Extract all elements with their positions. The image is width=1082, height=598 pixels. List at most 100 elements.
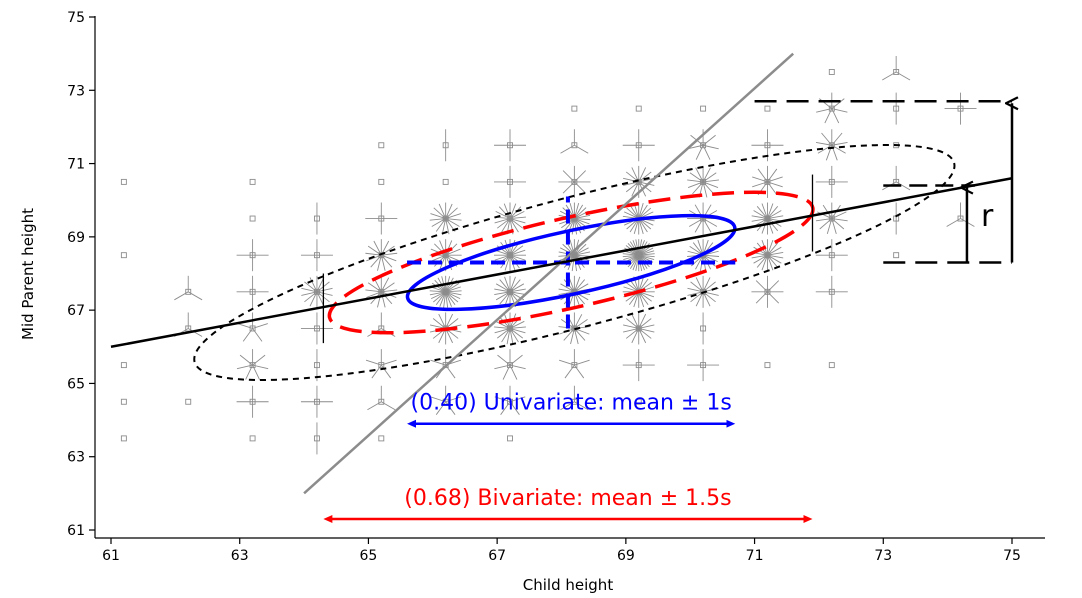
sunflower-petal xyxy=(629,204,640,219)
sunflower-petal xyxy=(509,364,518,380)
sunflower-petal xyxy=(623,254,639,260)
point-marker xyxy=(249,435,256,442)
sunflower-petal xyxy=(767,218,779,232)
sunflower-petal xyxy=(496,328,511,339)
sunflower-petal xyxy=(509,249,526,256)
sunflower-petal xyxy=(767,254,784,259)
sunflower-petal xyxy=(831,142,848,146)
sunflower-petal xyxy=(430,396,446,403)
sunflower-petal xyxy=(366,254,382,262)
sunflower-point xyxy=(430,385,462,415)
sunflower-petal xyxy=(494,364,511,370)
sunflower-point xyxy=(378,435,385,442)
sunflower-point xyxy=(365,349,397,379)
sunflower-petal xyxy=(574,144,589,154)
sunflower-petal xyxy=(377,255,382,271)
sunflower-petal xyxy=(574,170,587,183)
sunflower-petal xyxy=(443,291,447,308)
sunflower-petal xyxy=(431,218,446,227)
sunflower-petal xyxy=(509,211,525,219)
sunflower-petal xyxy=(831,144,846,154)
sunflower-petal xyxy=(365,252,382,256)
sunflower-point xyxy=(429,275,462,308)
sunflower-petal xyxy=(702,145,711,160)
sunflower-petal xyxy=(309,277,318,293)
sunflower-point xyxy=(378,178,385,185)
sunflower-petal xyxy=(767,291,780,304)
sunflower-petal xyxy=(371,364,382,379)
point-marker xyxy=(635,105,642,112)
sunflower-petal xyxy=(631,328,640,344)
sunflower-petal xyxy=(252,323,268,329)
sunflower-point xyxy=(378,142,385,149)
sunflower-petal xyxy=(751,254,768,259)
sunflower-petal xyxy=(626,207,640,219)
point-marker xyxy=(120,435,127,442)
sunflower-petal xyxy=(623,181,639,186)
sunflower-petal xyxy=(573,218,577,235)
sunflower-petal xyxy=(316,277,325,293)
sunflower-point xyxy=(623,312,655,345)
sunflower-petal xyxy=(695,291,704,307)
sunflower-petal xyxy=(831,211,847,219)
sunflower-petal xyxy=(573,218,582,234)
sunflower-petal xyxy=(445,313,454,329)
sunflower-petal xyxy=(767,242,779,256)
sunflower-point xyxy=(494,385,526,415)
sunflower-petal xyxy=(174,291,189,301)
sunflower-point xyxy=(815,202,848,235)
sunflower-petal xyxy=(625,181,640,193)
sunflower-petal xyxy=(702,172,717,183)
x-tick-label: 61 xyxy=(102,548,120,564)
sunflower-petal xyxy=(381,359,397,366)
sunflower-point xyxy=(751,129,784,162)
sunflower-petal xyxy=(755,280,768,293)
y-tick-label: 65 xyxy=(67,376,85,392)
sunflower-petal xyxy=(494,291,511,296)
sunflower-point xyxy=(249,178,256,185)
sunflower-petal xyxy=(509,216,526,219)
sunflower-petal xyxy=(627,254,640,268)
sunflower-point xyxy=(751,239,784,272)
sunflower-petal xyxy=(373,240,382,256)
sunflower-petal xyxy=(702,254,718,263)
sunflower-petal xyxy=(628,291,640,306)
sunflower-petal xyxy=(767,254,779,268)
sunflower-petal xyxy=(509,245,524,256)
sunflower-petal xyxy=(819,218,833,230)
sunflower-petal xyxy=(895,181,911,191)
sunflower-petal xyxy=(445,291,452,307)
sunflower-petal xyxy=(767,246,782,256)
sunflower-petal xyxy=(638,207,652,219)
sunflower-petal xyxy=(509,328,519,343)
sunflower-point xyxy=(237,312,268,342)
sunflower-petal xyxy=(562,181,575,194)
y-tick-label: 67 xyxy=(67,303,85,319)
sunflower-petal xyxy=(445,240,453,256)
sunflower-petal xyxy=(445,213,462,219)
sunflower-point xyxy=(313,349,320,382)
sunflower-petal xyxy=(445,282,460,293)
sunflower-petal xyxy=(309,291,318,307)
sunflower-petal xyxy=(882,71,897,81)
sunflower-point xyxy=(120,398,127,405)
sunflower-petal xyxy=(831,98,845,109)
sunflower-petal xyxy=(431,282,446,293)
sunflower-point xyxy=(429,202,462,235)
sunflower-petal xyxy=(509,288,526,293)
sunflower-petal xyxy=(638,218,644,235)
sunflower-petal xyxy=(756,254,768,268)
sunflower-petal xyxy=(702,277,711,293)
sunflower-petal xyxy=(381,254,397,262)
sunflower-petal xyxy=(687,287,704,293)
sunflower-petal xyxy=(573,276,581,292)
sunflower-petal xyxy=(509,328,524,339)
sunflower-point xyxy=(560,129,589,154)
sunflower-point xyxy=(120,435,127,442)
sunflower-petal xyxy=(381,282,395,293)
sunflower-petal xyxy=(439,255,447,271)
sunflower-petal xyxy=(495,291,511,301)
r-label: r xyxy=(981,199,994,234)
annotation-label: (0.40) Univariate: mean ± 1s xyxy=(411,391,732,416)
sunflower-point xyxy=(700,312,707,345)
